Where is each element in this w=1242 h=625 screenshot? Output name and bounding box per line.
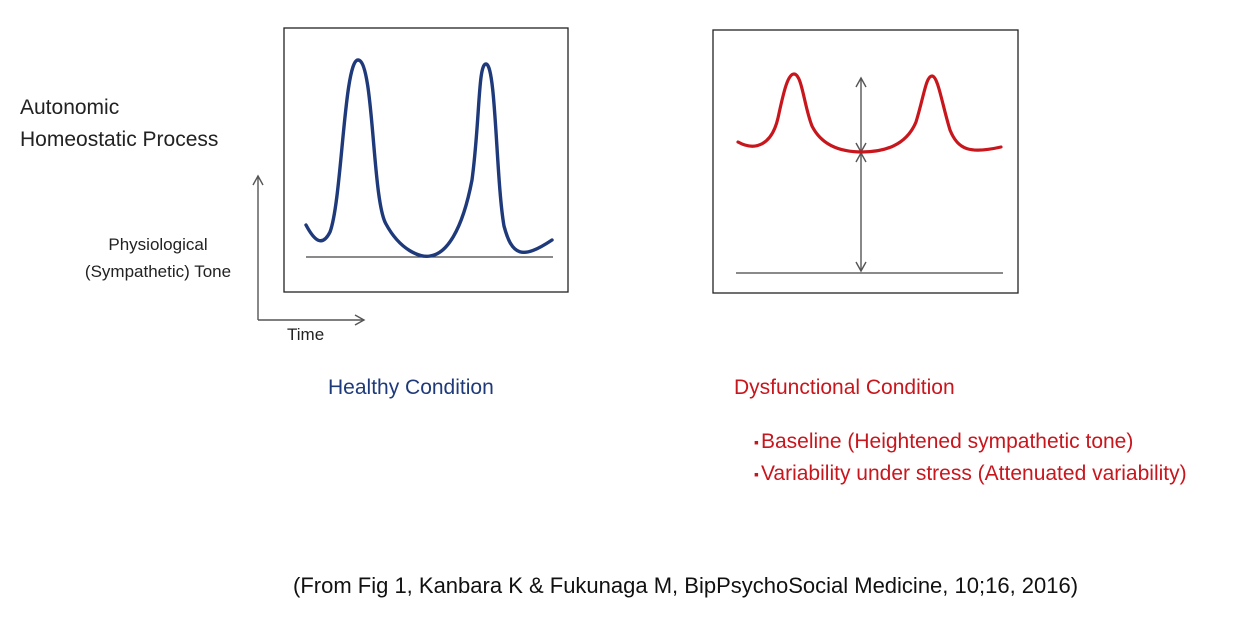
note-text: Variability under stress (Attenuated var… <box>760 462 1187 485</box>
title-line-1: Autonomic <box>20 96 120 119</box>
dysfunctional-frame <box>712 29 1019 294</box>
x-axis-label: Time <box>287 325 325 344</box>
bullet-icon: ▪ <box>754 466 759 482</box>
citation: (From Fig 1, Kanbara K & Fukunaga M, Bip… <box>293 573 1079 598</box>
healthy-caption: Healthy Condition <box>328 376 494 399</box>
note-text: Baseline (Heightened sympathetic tone) <box>760 430 1134 453</box>
dysfunctional-caption: Dysfunctional Condition <box>734 376 955 399</box>
healthy-wave <box>304 58 554 258</box>
bullet-icon: ▪ <box>754 434 759 450</box>
title-line-2: Homeostatic Process <box>20 128 219 151</box>
note-item: ▪Variability under stress (Attenuated va… <box>754 458 1224 490</box>
note-item: ▪Baseline (Heightened sympathetic tone) <box>754 426 1224 458</box>
dysfunctional-panel <box>712 29 1019 294</box>
diagram-title: Autonomic Homeostatic Process <box>20 92 280 156</box>
y-axis-label: Physiological (Sympathetic) Tone <box>58 231 258 285</box>
healthy-frame <box>283 27 569 293</box>
y-label-line-1: Physiological <box>108 235 208 254</box>
healthy-panel <box>283 27 569 293</box>
dysfunctional-wave <box>736 72 1003 154</box>
dysfunctional-notes: ▪Baseline (Heightened sympathetic tone) … <box>754 426 1224 490</box>
y-label-line-2: (Sympathetic) Tone <box>84 262 232 281</box>
